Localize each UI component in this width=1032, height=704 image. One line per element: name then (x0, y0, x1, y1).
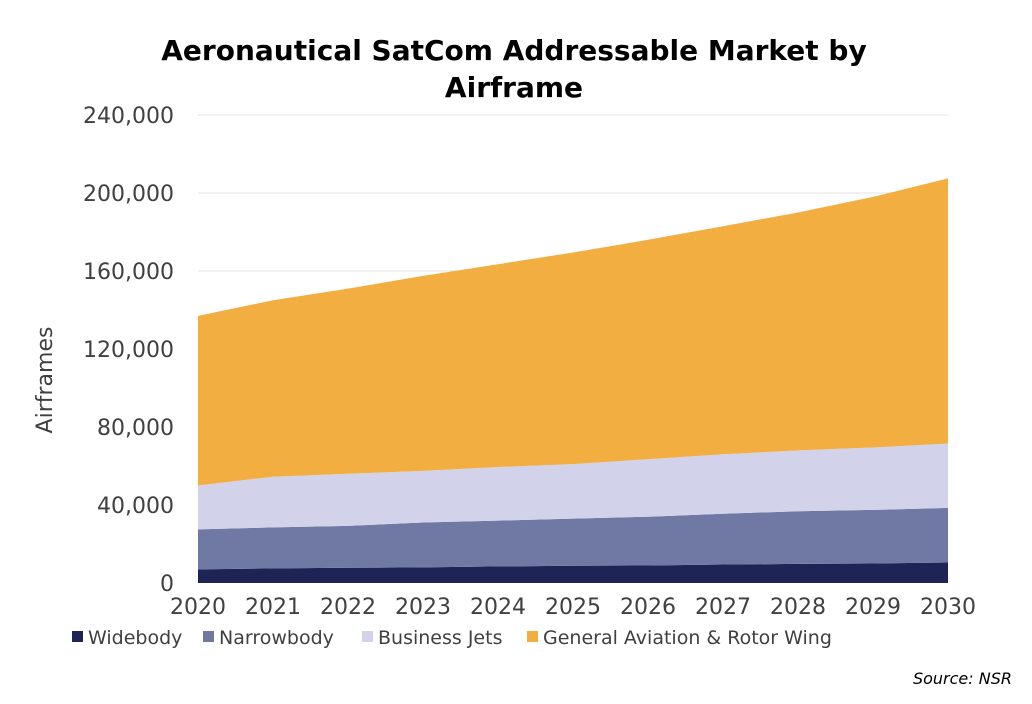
area-series-1 (198, 507, 948, 570)
y-tick-label: 40,000 (97, 494, 174, 519)
y-tick-label: 240,000 (83, 104, 174, 129)
x-tick-label: 2023 (395, 595, 451, 620)
chart-title-line-2: Airframe (445, 71, 583, 104)
chart-title: Aeronautical SatCom Addressable Market b… (161, 34, 866, 104)
x-tick-label: 2029 (845, 595, 901, 620)
x-tick-label: 2022 (320, 595, 376, 620)
y-tick-label: 80,000 (97, 416, 174, 441)
legend-label: Narrowbody (219, 627, 334, 649)
x-tick-label: 2024 (470, 595, 526, 620)
legend-swatch (362, 631, 373, 642)
area-series-2 (198, 443, 948, 530)
x-tick-label: 2027 (695, 595, 751, 620)
y-axis-ticks: 0 40,000 80,000 120,000 160,000 200,000 240,00… (83, 104, 174, 597)
chart-title-line-1: Aeronautical SatCom Addressable Market b… (161, 34, 866, 67)
x-tick-label: 2021 (245, 595, 301, 620)
plot-areas (198, 178, 948, 583)
x-tick-label: 2028 (770, 595, 826, 620)
x-tick-label: 2025 (545, 595, 601, 620)
y-tick-label: 200,000 (83, 182, 174, 207)
legend: Widebody Narrowbody Business Jets General A… (72, 627, 832, 649)
area-series-3 (198, 178, 948, 486)
legend-swatch (527, 631, 538, 642)
area-series-0 (198, 562, 948, 583)
y-axis-title: Airframes (33, 327, 58, 434)
y-tick-label: 0 (160, 572, 174, 597)
x-axis-ticks: 2020 2021 2022 2023 2024 2025 2026 2027 2028 2029… (170, 595, 976, 620)
legend-label: Widebody (88, 627, 182, 649)
y-tick-label: 160,000 (83, 260, 174, 285)
legend-swatch (203, 631, 214, 642)
y-tick-label: 120,000 (83, 338, 174, 363)
legend-label: General Aviation & Rotor Wing (543, 627, 832, 649)
x-tick-label: 2030 (920, 595, 976, 620)
legend-label: Business Jets (378, 627, 502, 649)
legend-swatch (72, 631, 83, 642)
x-tick-label: 2026 (620, 595, 676, 620)
x-tick-label: 2020 (170, 595, 226, 620)
source-note: Source: NSR (913, 669, 1012, 688)
